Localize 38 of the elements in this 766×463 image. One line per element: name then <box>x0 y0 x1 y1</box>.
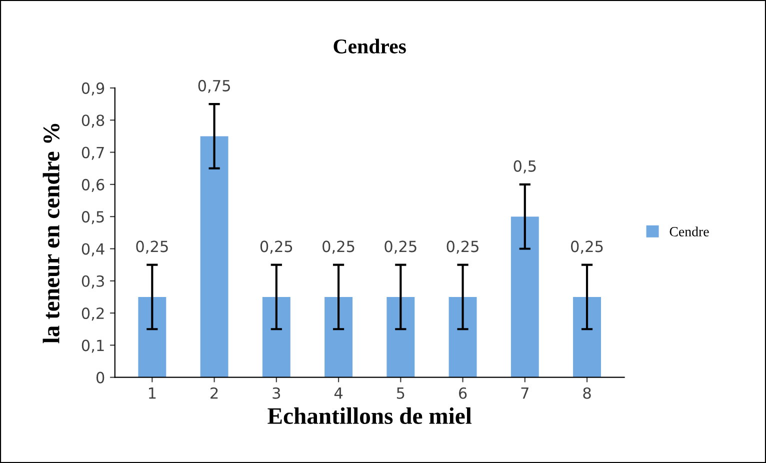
y-axis-title: la teneur en cendre % <box>42 124 60 344</box>
bar <box>448 296 477 378</box>
bar <box>262 296 290 378</box>
data-label: 0,25 <box>260 240 292 254</box>
x-tick-label: 5 <box>396 388 404 399</box>
x-tick-label: 2 <box>210 387 218 399</box>
data-label: 0,25 <box>384 240 416 254</box>
bar <box>138 296 166 378</box>
x-tick-label: 7 <box>521 388 528 399</box>
legend-label: Cendre <box>670 226 709 236</box>
x-tick-label: 4 <box>334 388 343 399</box>
y-tick-label: 0,5 <box>82 211 104 224</box>
chart-title: Cendres <box>334 38 406 54</box>
x-tick-label: 3 <box>272 387 280 399</box>
bar <box>200 136 228 378</box>
y-tick-label: 0,8 <box>82 114 104 128</box>
y-tick-label: 0,7 <box>82 146 104 160</box>
y-tick-label: 0,3 <box>82 275 104 288</box>
y-tick-label: 0,6 <box>82 178 104 192</box>
data-label: 0,5 <box>514 160 536 174</box>
x-axis-title: Echantillons de miel <box>268 407 472 424</box>
x-tick-label: 1 <box>148 388 156 399</box>
data-label: 0,75 <box>198 80 230 93</box>
y-tick-label: 0,9 <box>82 82 104 96</box>
x-tick-label: 6 <box>458 387 467 399</box>
y-tick-label: 0,2 <box>82 308 104 321</box>
bar <box>510 216 539 378</box>
bar <box>324 296 353 378</box>
y-tick-label: 0 <box>96 372 104 384</box>
data-label: 0,25 <box>446 240 478 254</box>
x-tick-label: 8 <box>583 387 591 399</box>
bar <box>573 296 601 378</box>
data-label: 0,25 <box>136 240 168 254</box>
data-label: 0,25 <box>322 240 354 254</box>
bar <box>386 296 415 378</box>
y-tick-label: 0,4 <box>82 243 104 256</box>
y-tick-label: 0,1 <box>82 340 104 353</box>
data-label: 0,25 <box>571 240 603 254</box>
